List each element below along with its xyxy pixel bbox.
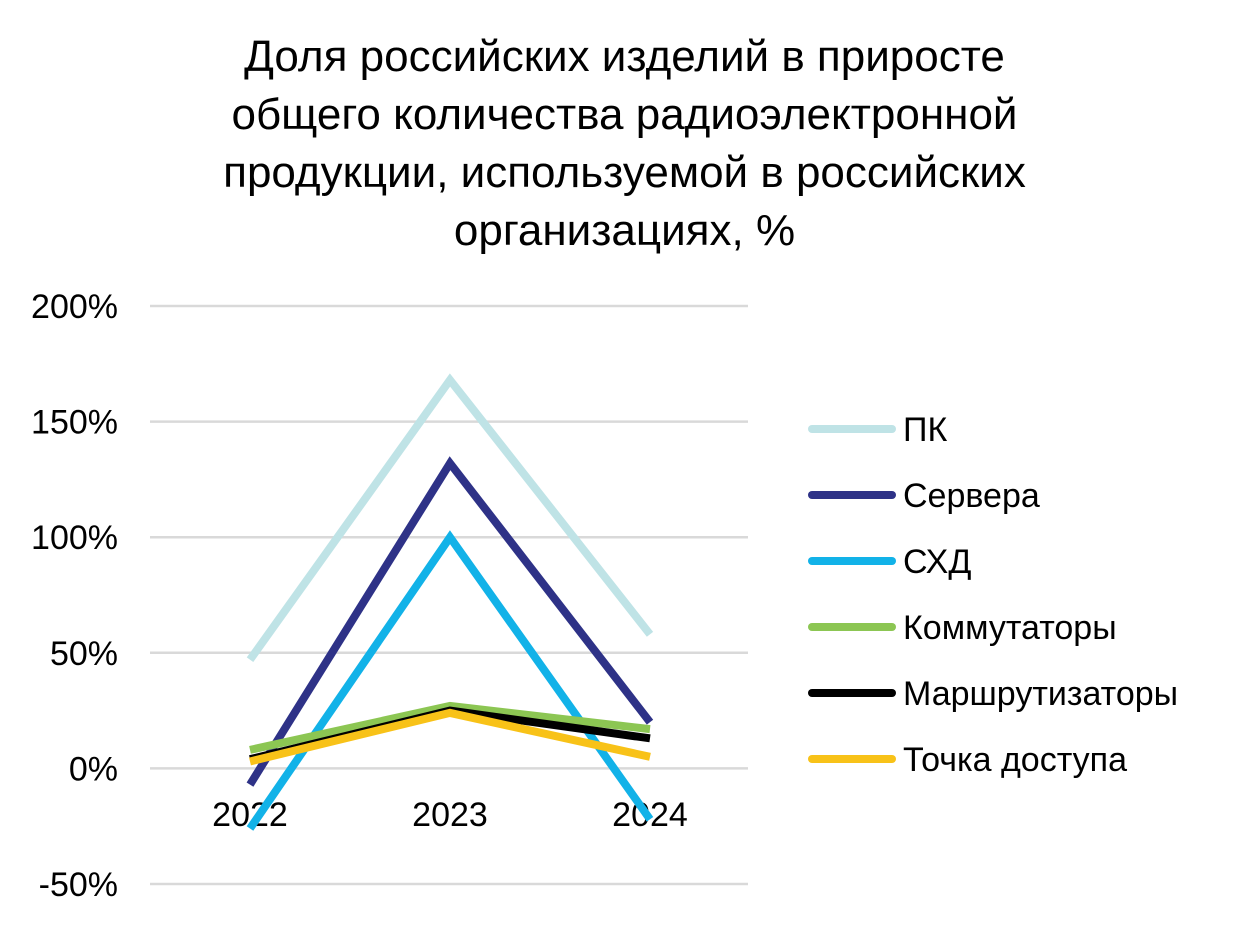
series-line-1 (246, 373, 654, 663)
legend: ПК Сервера СХД Коммутаторы Маршрутизаторы Точ… (808, 411, 1178, 779)
series-lines (246, 373, 654, 831)
y-tick-label: -50% (39, 866, 118, 904)
y-tick-label: 100% (31, 519, 118, 557)
legend-label: ПК (903, 411, 947, 449)
gridlines (150, 304, 748, 886)
chart-title-line-1: Доля российских изделий в приросте (244, 32, 1005, 81)
x-tick-label: 2023 (412, 796, 488, 834)
legend-label: Коммутаторы (903, 609, 1117, 647)
series-line-2 (246, 456, 654, 787)
y-tick-label: 150% (31, 404, 118, 442)
y-tick-label: 200% (31, 288, 118, 326)
series-line-4 (249, 701, 651, 754)
legend-label: Точка доступа (903, 741, 1127, 779)
y-tick-label: 50% (50, 635, 118, 673)
x-axis-ticks: 2022 2023 2024 (212, 796, 688, 834)
chart-title-line-2: общего количества радиоэлектронной (231, 90, 1018, 139)
legend-label: Сервера (903, 477, 1040, 515)
y-axis-ticks: -50% 0% 50% 100% 150% 200% (31, 288, 118, 904)
legend-label: Маршрутизаторы (903, 675, 1178, 713)
chart-title-line-3: продукции, используемой в российских (223, 148, 1026, 197)
series-line-6 (249, 708, 651, 766)
chart-title-line-4: организациях, % (453, 206, 796, 255)
legend-label: СХД (903, 543, 971, 581)
chart-title: Доля российских изделий в приросте общег… (0, 28, 1249, 260)
y-tick-label: 0% (69, 750, 118, 788)
